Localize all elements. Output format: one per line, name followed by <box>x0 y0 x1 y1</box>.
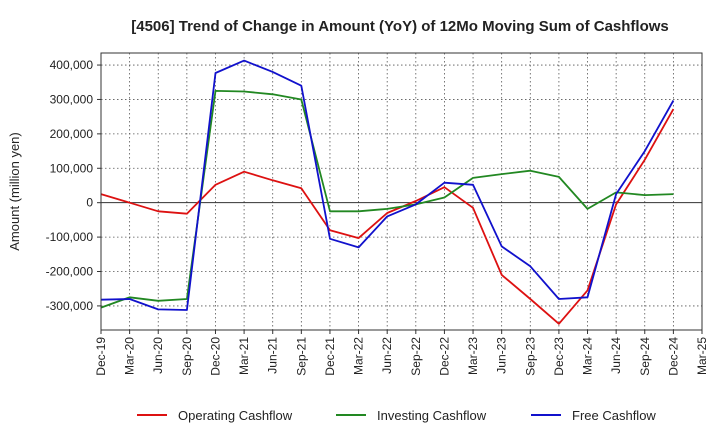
x-tick-label: Mar-24 <box>581 337 595 375</box>
x-tick-label: Sep-21 <box>294 337 308 376</box>
y-tick-label: -300,000 <box>46 299 94 313</box>
x-tick-label: Mar-22 <box>352 337 366 375</box>
legend: Operating Cashflow Investing Cashflow Free… <box>137 408 656 423</box>
y-axis-ticks: -300,000 -200,000 -100,000 0 100,000 200,000 3… <box>46 58 101 313</box>
x-tick-label: Jun-20 <box>151 337 165 374</box>
x-tick-label: Sep-23 <box>523 337 537 376</box>
x-tick-label: Dec-21 <box>323 337 337 376</box>
legend-label-operating-cashflow: Operating Cashflow <box>178 408 293 423</box>
x-tick-label: Jun-24 <box>609 337 623 374</box>
x-tick-label: Jun-23 <box>495 337 509 374</box>
y-tick-label: -100,000 <box>46 230 94 244</box>
x-tick-label: Mar-25 <box>695 337 709 375</box>
x-tick-label: Dec-19 <box>94 337 108 376</box>
x-tick-label: Sep-24 <box>638 337 652 376</box>
y-tick-label: 400,000 <box>50 58 94 72</box>
x-tick-label: Sep-22 <box>409 337 423 376</box>
y-tick-label: 300,000 <box>50 92 94 106</box>
legend-label-investing-cashflow: Investing Cashflow <box>377 408 487 423</box>
grid-lines <box>100 53 703 330</box>
y-tick-label: -200,000 <box>46 265 94 279</box>
chart-title: [4506] Trend of Change in Amount (YoY) o… <box>131 18 669 35</box>
y-tick-label: 100,000 <box>50 161 94 175</box>
x-tick-label: Sep-20 <box>180 337 194 376</box>
y-axis-label: Amount (million yen) <box>7 132 22 251</box>
x-tick-label: Dec-22 <box>437 337 451 376</box>
y-tick-label: 0 <box>86 196 93 210</box>
x-tick-label: Jun-22 <box>380 337 394 374</box>
series-line-investing-cashflow <box>100 90 674 309</box>
x-tick-label: Dec-20 <box>208 337 222 376</box>
series-line-operating-cashflow <box>100 108 675 325</box>
x-axis-ticks: Dec-19 Mar-20 Jun-20 Sep-20 Dec-20 Mar-21 Jun-… <box>94 330 709 376</box>
y-tick-label: 200,000 <box>50 127 94 141</box>
x-tick-label: Dec-24 <box>666 337 680 376</box>
plot-frame <box>100 52 703 331</box>
series-line-free-cashflow <box>100 59 675 311</box>
x-tick-label: Dec-23 <box>552 337 566 376</box>
x-tick-label: Mar-20 <box>123 337 137 375</box>
series-lines <box>100 59 675 325</box>
x-tick-label: Mar-21 <box>237 337 251 375</box>
x-tick-label: Mar-23 <box>466 337 480 375</box>
x-tick-label: Jun-21 <box>266 337 280 374</box>
legend-label-free-cashflow: Free Cashflow <box>572 408 656 423</box>
